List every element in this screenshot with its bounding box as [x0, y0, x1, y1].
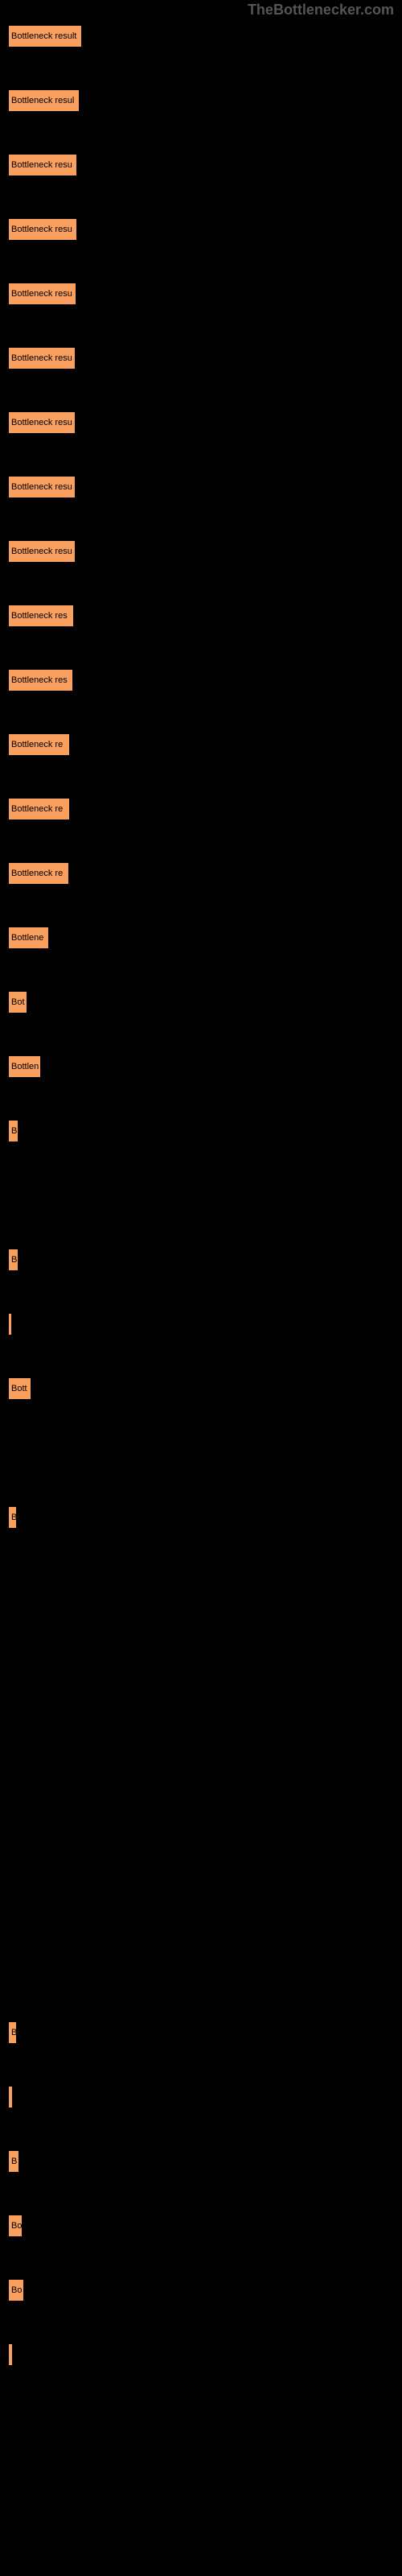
bar-row: Bo — [8, 2214, 394, 2238]
chart-bar: Bottlen — [8, 1055, 41, 1078]
chart-bar: Bottleneck resu — [8, 283, 76, 305]
chart-bar: Bottleneck resu — [8, 476, 76, 498]
chart-bar: Bo — [8, 2215, 23, 2237]
bar-row — [8, 1441, 394, 1465]
bar-row: Bottleneck resu — [8, 153, 394, 177]
bar-row: B — [8, 2021, 394, 2045]
chart-bar — [8, 2086, 13, 2108]
chart-bar: Bottleneck resu — [8, 218, 77, 241]
bar-row: Bottleneck resul — [8, 89, 394, 113]
chart-bar: Bottleneck resu — [8, 411, 76, 434]
chart-bar: Bott — [8, 1377, 31, 1400]
chart-bar: Bottleneck resul — [8, 89, 80, 112]
bar-row: Bottleneck re — [8, 861, 394, 886]
chart-bar: B — [8, 1506, 17, 1529]
chart-bar: Bottleneck res — [8, 605, 74, 627]
bar-row — [8, 1956, 394, 1980]
bar-row: B — [8, 1248, 394, 1272]
bar-row: B — [8, 1119, 394, 1143]
bar-row: B — [8, 1505, 394, 1530]
bar-row — [8, 1699, 394, 1723]
bar-row: Bottleneck res — [8, 668, 394, 692]
bar-row: Bottlen — [8, 1055, 394, 1079]
bar-row: Bottleneck res — [8, 604, 394, 628]
bar-row: Bottleneck resu — [8, 346, 394, 370]
chart-bar: Bottleneck re — [8, 733, 70, 756]
bar-row — [8, 2343, 394, 2367]
bar-row: Bottleneck resu — [8, 475, 394, 499]
bar-row: Bottleneck resu — [8, 539, 394, 564]
chart-bar: Bottleneck re — [8, 862, 69, 885]
bar-row: Bo — [8, 2278, 394, 2302]
chart-bar — [8, 1313, 12, 1335]
chart-bar: Bottleneck res — [8, 669, 73, 691]
bar-row: Bottleneck result — [8, 24, 394, 48]
bar-row: Bottleneck resu — [8, 411, 394, 435]
chart-bar: Bottlene — [8, 927, 49, 949]
chart-bar: Bottleneck resu — [8, 347, 76, 369]
bar-chart: Bottleneck result Bottleneck resul Bottlen… — [8, 24, 394, 2407]
bar-row — [8, 1892, 394, 1916]
chart-bar: B — [8, 1120, 18, 1142]
chart-bar: Bottleneck resu — [8, 540, 76, 563]
bar-row — [8, 1763, 394, 1787]
chart-bar: Bot — [8, 991, 27, 1013]
bar-row — [8, 2085, 394, 2109]
chart-bar: B — [8, 2150, 19, 2173]
bar-row: Bott — [8, 1377, 394, 1401]
bar-row: Bottleneck resu — [8, 217, 394, 242]
bar-row: Bottleneck re — [8, 797, 394, 821]
chart-bar: Bottleneck result — [8, 25, 82, 47]
bar-row: Bottleneck resu — [8, 282, 394, 306]
bar-row — [8, 1183, 394, 1208]
bar-row: Bottlene — [8, 926, 394, 950]
chart-bar: B — [8, 2021, 17, 2044]
bar-row — [8, 1634, 394, 1658]
chart-bar: Bo — [8, 2279, 24, 2301]
chart-bar: B — [8, 1249, 18, 1271]
chart-bar: Bottleneck resu — [8, 154, 77, 176]
watermark-text: TheBottlenecker.com — [248, 2, 394, 19]
chart-bar — [8, 2343, 13, 2366]
bar-row: Bottleneck re — [8, 733, 394, 757]
chart-bar: Bottleneck re — [8, 798, 70, 820]
bar-row: B — [8, 2149, 394, 2174]
bar-row: Bot — [8, 990, 394, 1014]
bar-row — [8, 1827, 394, 1852]
bar-row — [8, 1312, 394, 1336]
bar-row — [8, 1570, 394, 1594]
